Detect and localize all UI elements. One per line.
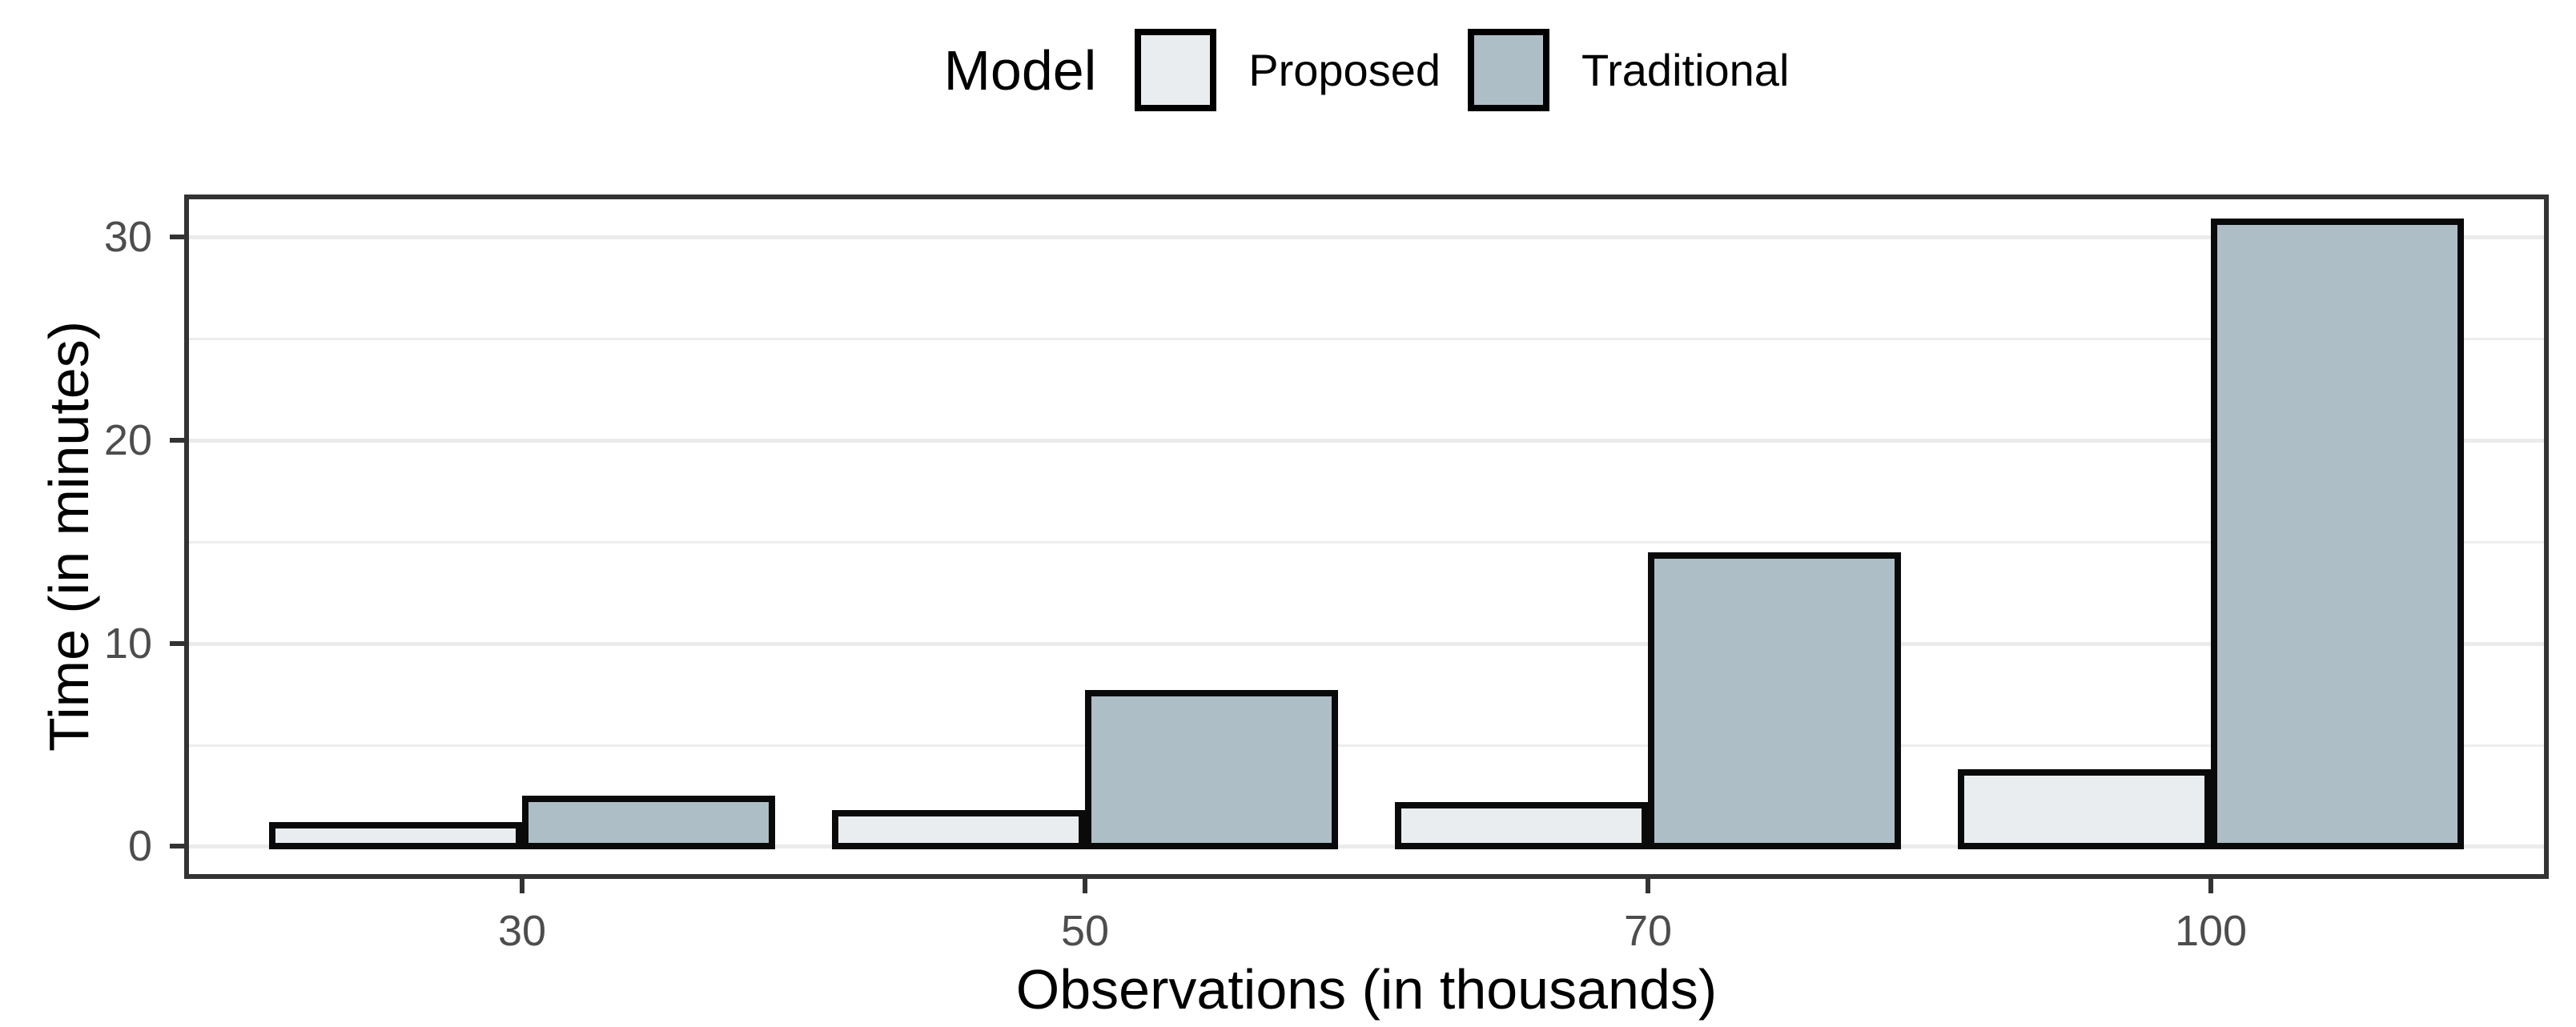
x-tick-label-70: 70 [1623,907,1673,955]
gridline-minor-5 [184,744,2549,747]
x-tick-mark-70 [1646,879,1650,893]
y-tick-mark-30 [170,235,184,239]
legend-item-traditional: Traditional [1468,29,1789,111]
legend-label-proposed: Proposed [1248,44,1441,95]
y-tick-label-30: 30 [103,213,152,261]
x-axis-title: Observations (in thousands) [1015,958,1718,1021]
x-tick-label-30: 30 [497,907,547,955]
legend-label-traditional: Traditional [1581,44,1790,95]
gridline-major-30 [184,235,2549,239]
bar-traditional-100 [2211,219,2464,849]
bar-proposed-30 [269,822,522,849]
gridline-major-10 [184,642,2549,646]
legend-key-traditional-swatch [1468,29,1549,111]
gridline-minor-25 [184,338,2549,340]
legend-item-proposed: Proposed [1135,29,1441,111]
gridline-major-0 [184,844,2549,848]
bar-proposed-50 [832,810,1085,849]
legend-key-proposed-swatch [1135,29,1217,111]
bar-traditional-70 [1648,552,1901,849]
x-tick-label-100: 100 [2174,907,2248,955]
bar-traditional-30 [522,796,775,849]
x-tick-label-50: 50 [1060,907,1110,955]
y-tick-mark-10 [170,641,184,646]
bar-traditional-50 [1085,690,1338,849]
x-tick-mark-30 [520,879,524,893]
plot-panel [184,195,2549,879]
y-tick-mark-20 [170,438,184,443]
bar-proposed-100 [1958,769,2211,849]
y-tick-label-0: 0 [127,822,152,870]
legend-title: Model [943,38,1097,102]
legend: Model Proposed Traditional [184,24,2549,116]
gridline-major-20 [184,439,2549,443]
x-tick-mark-100 [2208,879,2213,893]
y-axis-title: Time (in minutes) [38,320,100,752]
y-tick-mark-0 [170,844,184,848]
y-tick-label-10: 10 [103,620,152,668]
x-tick-mark-50 [1083,879,1087,893]
y-tick-label-20: 20 [103,416,152,464]
gridline-minor-15 [184,541,2549,544]
bar-proposed-70 [1395,802,1648,849]
